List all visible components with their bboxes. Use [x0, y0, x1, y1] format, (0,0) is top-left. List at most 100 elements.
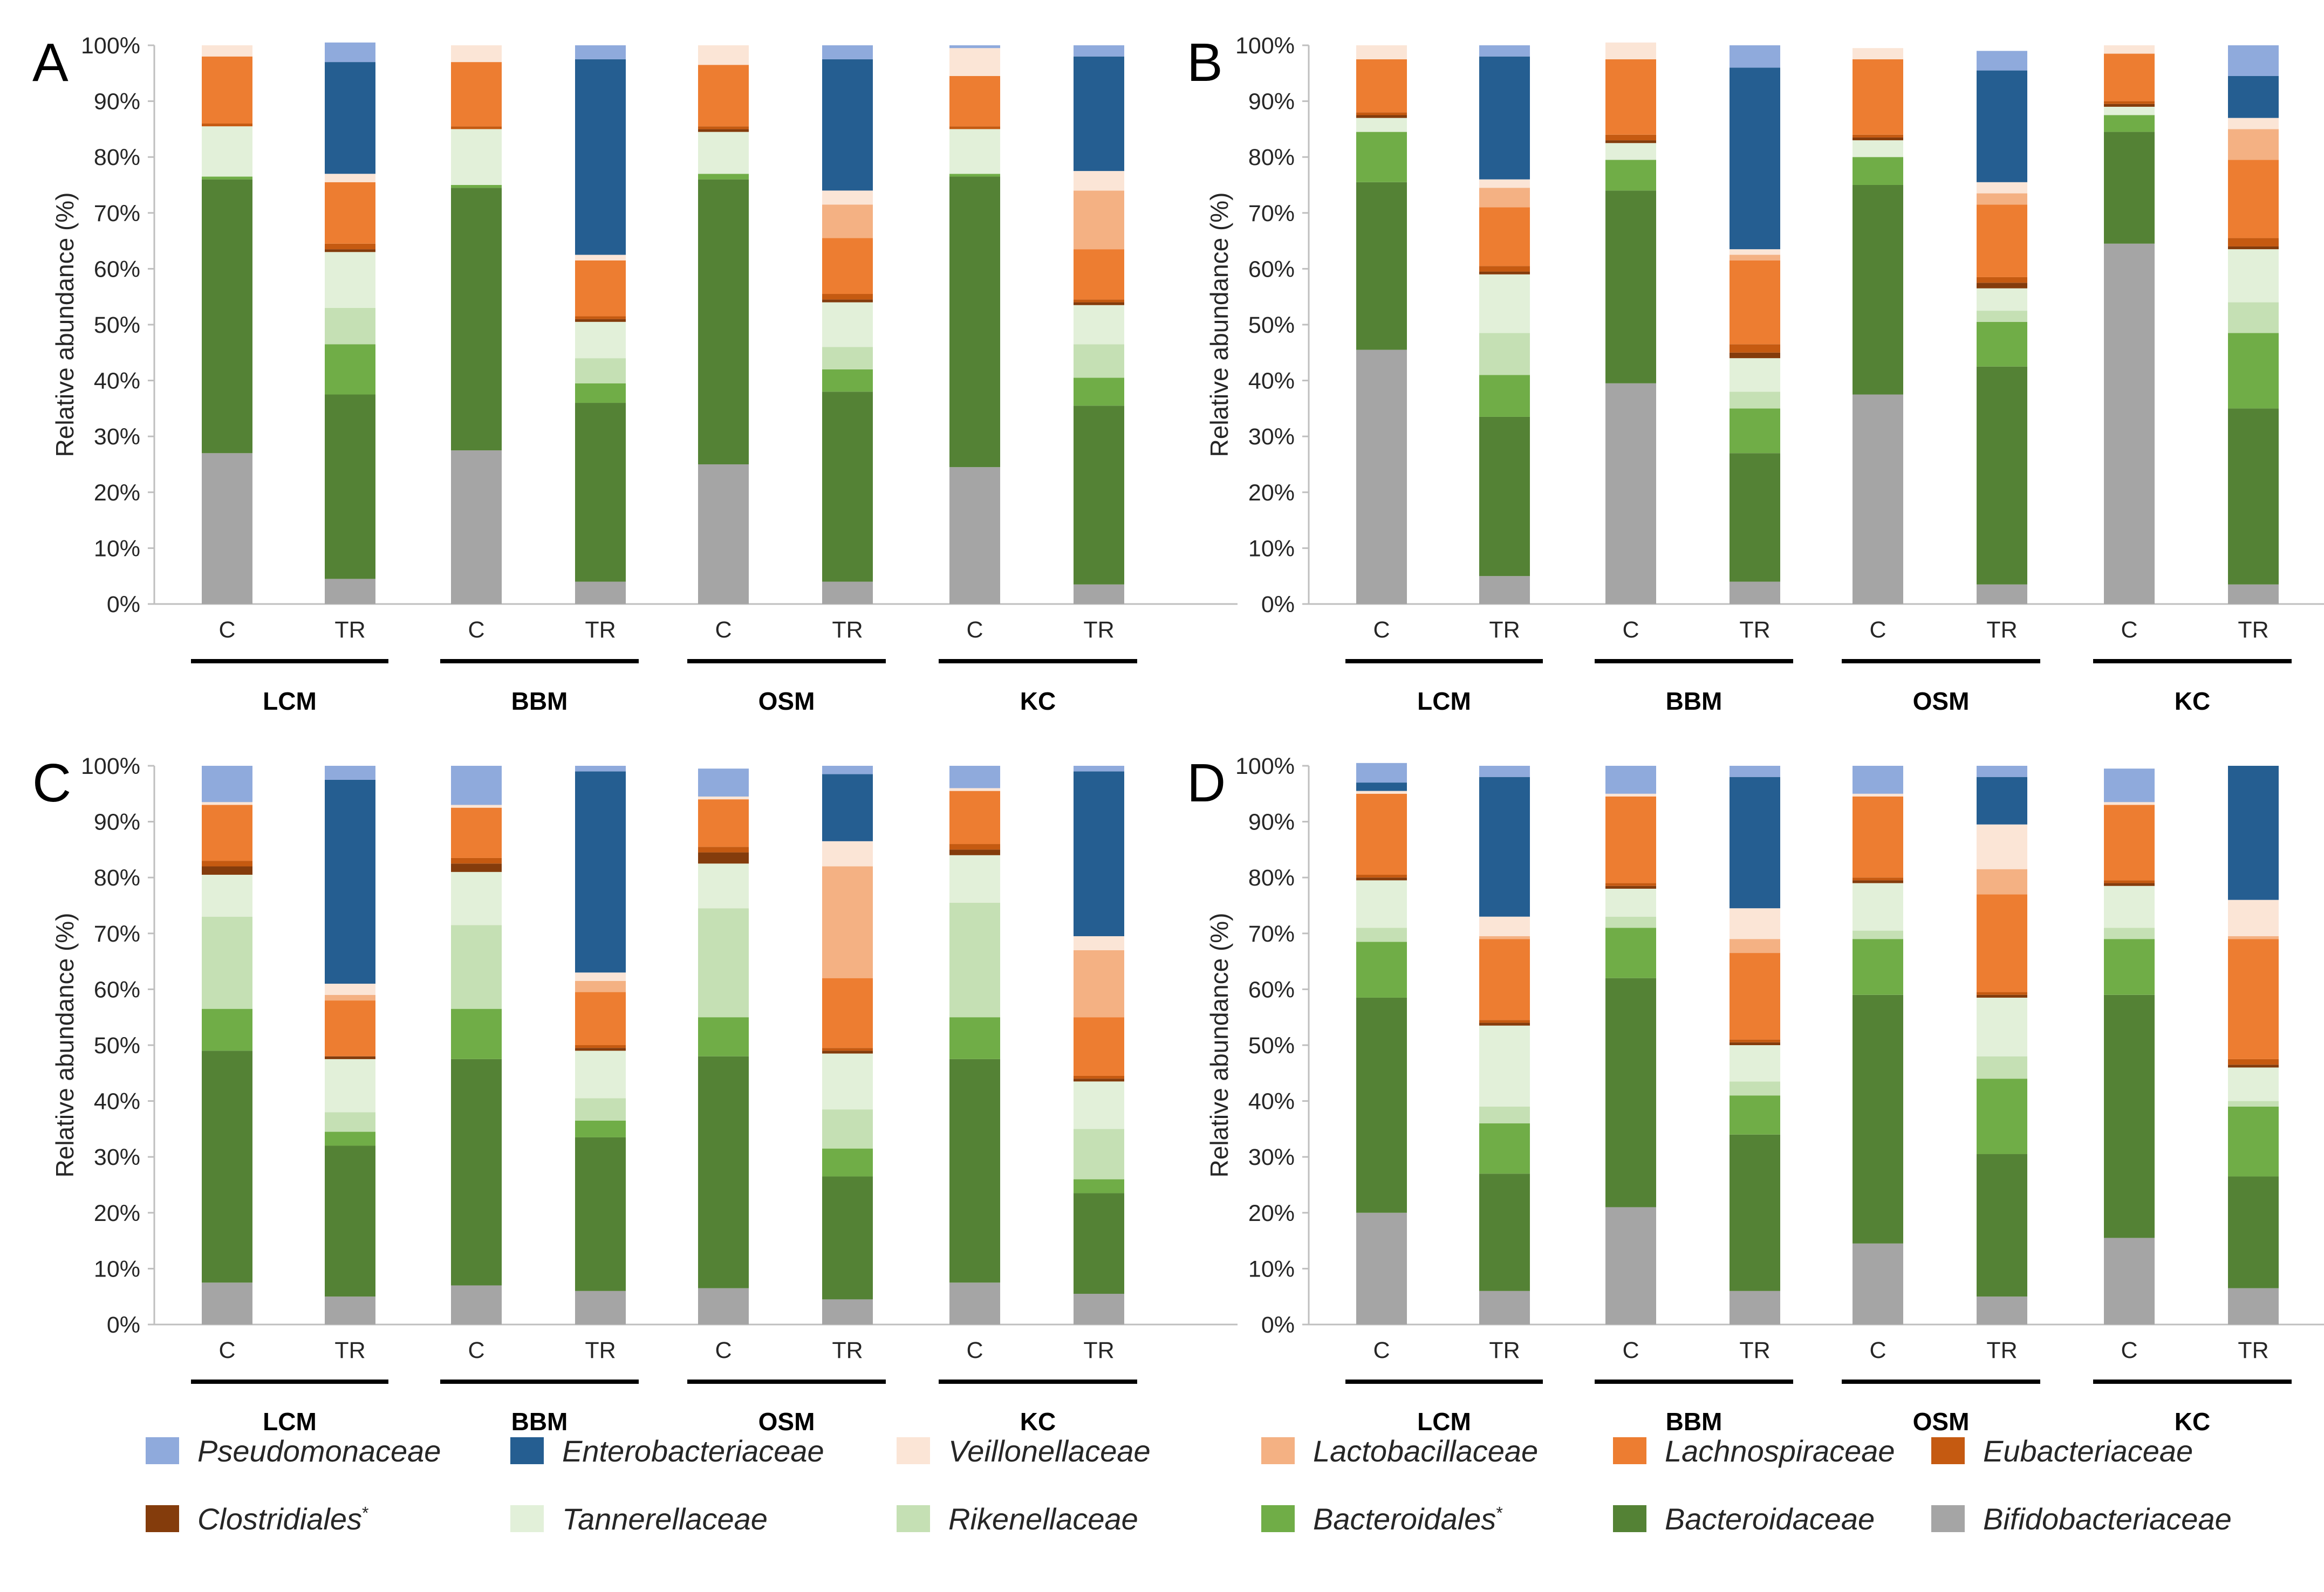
y-tick-label: 60% — [1248, 256, 1295, 282]
bar-segment-bacteroidaceae — [1977, 366, 2027, 585]
bar-segment-lactobacillaceae — [2228, 936, 2279, 939]
bar-segment-lachnospiraceae — [1977, 894, 2027, 992]
legend-item: Bifidobacteriaceae — [1931, 1500, 2232, 1538]
bar-segment-pseudomonaceae — [822, 766, 873, 774]
y-tick-label: 60% — [94, 977, 140, 1003]
bar-segment-eubacteriaceae — [1853, 134, 1903, 138]
bar-segment-tannerellaceae — [2104, 886, 2155, 928]
bar-segment-pseudomonaceae — [2104, 768, 2155, 802]
bar-segment-eubacteriaceae — [949, 126, 1000, 129]
chart-panel-a: A 0% 10% 20% 30% 40% 50% 60% 70% 80% 90% 100% Relati… — [32, 32, 1238, 715]
bar-segment-bifidobacteriaceae — [1479, 1291, 1530, 1325]
legend-label: Lachnospiraceae — [1665, 1433, 1895, 1468]
bar-segment-lachnospiraceae — [451, 807, 502, 858]
group-label: BBM — [511, 1408, 568, 1436]
bar-segment-bifidobacteriaceae — [949, 1282, 1000, 1325]
bar-segment-bacteroidales — [325, 344, 375, 395]
x-tick-label: C — [715, 1337, 732, 1363]
bar-segment-veillonellaceae — [822, 190, 873, 205]
y-tick-label: 80% — [1248, 145, 1295, 170]
bar-segment-clostridiales — [1356, 115, 1407, 118]
bar-segment-lachnospiraceae — [325, 1000, 375, 1056]
bar-segment-veillonellaceae — [1074, 936, 1124, 950]
bar-segment-eubacteriaceae — [1356, 875, 1407, 878]
bar-segment-tannerellaceae — [949, 129, 1000, 174]
bar-segment-lachnospiraceae — [2104, 53, 2155, 101]
bar-segment-eubacteriaceae — [1730, 1039, 1780, 1042]
x-tick-label: TR — [832, 1337, 863, 1363]
bar-segment-veillonellaceae — [2104, 45, 2155, 54]
bar-segment-lachnospiraceae — [325, 182, 375, 244]
legend-swatch — [897, 1505, 930, 1532]
legend-item: Enterobacteriaceae — [510, 1432, 824, 1470]
bar-segment-eubacteriaceae — [575, 1045, 626, 1048]
bar-segment-bacteroidaceae — [1730, 453, 1780, 582]
bar-segment-eubacteriaceae — [325, 243, 375, 250]
chart-panel-c: C 0% 10% 20% 30% 40% 50% 60% 70% 80% 90% 100% Relati… — [32, 753, 1238, 1436]
y-tick-label: 70% — [1248, 921, 1295, 947]
bar-segment-bacteroidaceae — [1853, 185, 1903, 395]
bar-segment-bacteroidaceae — [698, 179, 749, 464]
bar-segment-rikenellaceae — [575, 358, 626, 383]
bar-segment-eubacteriaceae — [451, 126, 502, 129]
group-label: BBM — [511, 687, 568, 715]
bar-segment-bifidobacteriaceae — [1977, 584, 2027, 604]
bar-segment-rikenellaceae — [1479, 1106, 1530, 1124]
bar-segment-rikenellaceae — [2228, 302, 2279, 333]
y-tick-label: 50% — [1248, 312, 1295, 338]
bar-segment-lactobacillaceae — [822, 866, 873, 978]
bar-segment-lachnospiraceae — [1356, 793, 1407, 875]
bar-segment-eubacteriaceae — [822, 1048, 873, 1051]
bar-segment-clostridiales — [1479, 271, 1530, 275]
bar-segment-clostridiales — [325, 1056, 375, 1059]
bar-segment-veillonellaceae — [2228, 118, 2279, 129]
y-tick-label: 70% — [94, 921, 140, 947]
bar-segment-bifidobacteriaceae — [575, 581, 626, 604]
bar-segment-bacteroidaceae — [1853, 994, 1903, 1244]
bar-segment-tannerellaceae — [575, 321, 626, 359]
y-tick-label: 20% — [1248, 1200, 1295, 1226]
bar-segment-tannerellaceae — [698, 863, 749, 909]
bar-segment-lachnospiraceae — [1853, 59, 1903, 135]
x-tick-label: TR — [334, 1337, 365, 1363]
bar-segment-tannerellaceae — [1853, 140, 1903, 157]
bar-segment-bifidobacteriaceae — [822, 581, 873, 604]
bar-segment-bacteroidales — [822, 1148, 873, 1177]
bar-segment-bacteroidaceae — [1479, 416, 1530, 577]
bar-segment-veillonellaceae — [1605, 793, 1656, 797]
bar-segment-lactobacillaceae — [1977, 193, 2027, 205]
x-tick-label: TR — [2238, 617, 2268, 643]
x-tick-label: C — [715, 617, 732, 643]
legend-item: Pseudomonaceae — [146, 1432, 441, 1470]
y-axis-label: Relative abundance (%) — [1205, 913, 1233, 1178]
bar-segment-bifidobacteriaceae — [822, 1299, 873, 1325]
y-tick-label: 100% — [81, 33, 140, 59]
bar-segment-bacteroidales — [1605, 160, 1656, 191]
x-tick-label: C — [218, 617, 235, 643]
bar-segment-lachnospiraceae — [1605, 59, 1656, 135]
bar-segment-eubacteriaceae — [1356, 112, 1407, 115]
x-tick-label: TR — [1739, 1337, 1770, 1363]
y-tick-label: 100% — [81, 753, 140, 779]
bar-segment-clostridiales — [1479, 1023, 1530, 1026]
bar-segment-lachnospiraceae — [575, 992, 626, 1045]
bar-segment-eubacteriaceae — [1977, 277, 2027, 283]
bar-segment-bacteroidaceae — [202, 179, 252, 454]
bar-segment-veillonellaceae — [1479, 179, 1530, 188]
bar-segment-lachnospiraceae — [822, 978, 873, 1048]
x-tick-label: TR — [1083, 1337, 1114, 1363]
group-label: OSM — [758, 687, 815, 715]
bar-segment-veillonellaceae — [1730, 249, 1780, 255]
y-tick-label: 20% — [1248, 480, 1295, 506]
bar-segment-veillonellaceae — [1074, 171, 1124, 191]
legend-item: Eubacteriaceae — [1931, 1432, 2193, 1470]
x-tick-label: C — [966, 1337, 983, 1363]
bar-segment-eubacteriaceae — [1074, 1075, 1124, 1079]
bar-segment-bacteroidales — [2104, 939, 2155, 995]
y-tick-label: 50% — [1248, 1033, 1295, 1059]
x-tick-label: C — [1373, 617, 1390, 643]
bar-segment-bacteroidales — [1074, 378, 1124, 406]
bar-segment-lactobacillaceae — [1074, 950, 1124, 1018]
bar-segment-bifidobacteriaceae — [2104, 1238, 2155, 1325]
bar-segment-tannerellaceae — [325, 1059, 375, 1113]
